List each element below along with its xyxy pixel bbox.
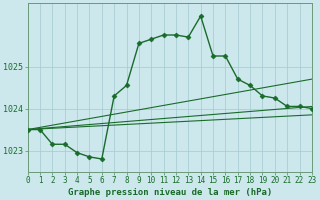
X-axis label: Graphe pression niveau de la mer (hPa): Graphe pression niveau de la mer (hPa) — [68, 188, 272, 197]
